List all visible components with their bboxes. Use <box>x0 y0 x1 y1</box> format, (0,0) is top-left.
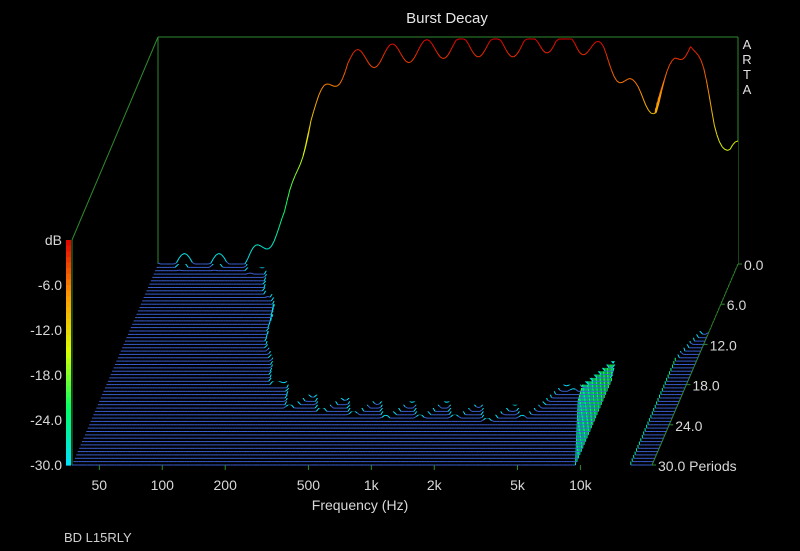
slice-segment <box>356 412 361 416</box>
slice-segment <box>413 407 418 412</box>
slice-segment <box>308 394 312 398</box>
slice-segment <box>413 416 417 419</box>
slice-segment <box>518 414 523 418</box>
slice-segment <box>341 398 345 401</box>
slice-segment <box>579 385 583 455</box>
slice-segment <box>580 380 585 452</box>
slice-segment <box>508 410 512 412</box>
slice-segment <box>379 416 383 419</box>
slice-segment <box>505 407 510 412</box>
waterfall-slices <box>72 38 739 466</box>
slice-segment <box>323 407 328 412</box>
slice-segment <box>367 405 371 409</box>
slice-segment <box>447 416 451 419</box>
slice-segment <box>314 404 319 409</box>
slice-segment <box>411 401 415 403</box>
slice-segment <box>393 411 398 416</box>
slice-segment <box>458 415 462 419</box>
slice-segment <box>386 415 391 419</box>
slice-segment <box>512 404 516 406</box>
slice-segment <box>501 413 506 416</box>
slice-segment <box>479 409 483 412</box>
slice-segment <box>447 407 452 412</box>
slice-segment <box>404 406 408 409</box>
slice-segment <box>521 414 525 417</box>
slice-segment <box>313 394 318 398</box>
slice-segment <box>515 412 519 416</box>
slice-segment <box>547 399 551 402</box>
slice-segment <box>379 407 383 412</box>
slice-segment <box>297 401 302 406</box>
slice-segment <box>538 405 543 409</box>
slice-segment <box>480 419 484 422</box>
slice-segment <box>438 405 443 409</box>
slice-segment <box>478 405 482 409</box>
slice-segment <box>542 401 547 406</box>
slice-segment <box>378 406 382 409</box>
slice-segment <box>285 388 289 392</box>
slice-segment <box>313 402 317 406</box>
slice-segment <box>534 409 539 412</box>
slice-segment <box>412 405 416 409</box>
slice-segment <box>513 410 517 412</box>
slice-segment <box>530 413 534 416</box>
slice-segment <box>421 414 425 418</box>
slice-segment <box>468 408 473 412</box>
slice-segment <box>377 403 381 406</box>
slice-segment <box>488 417 492 421</box>
slice-segment <box>427 411 432 416</box>
slice-segment <box>475 406 479 409</box>
slice-segment <box>495 414 499 419</box>
slice-segment <box>455 414 459 417</box>
slice-segment <box>446 405 450 409</box>
slice-segment <box>291 404 295 409</box>
slice-segment <box>344 399 348 401</box>
slice-segment <box>346 405 350 409</box>
slice-segment <box>491 420 495 422</box>
frame-left-top <box>71 36 159 241</box>
slice-segment <box>283 399 287 402</box>
slice-segment <box>283 405 287 409</box>
slice-segment <box>576 395 581 462</box>
slice-segment <box>450 414 454 418</box>
slice-segment <box>424 416 428 419</box>
slice-segment <box>479 416 483 419</box>
slice-segment <box>381 414 386 418</box>
slice-segment <box>348 410 353 415</box>
slice-segment <box>330 405 334 409</box>
slice-segment <box>516 416 520 419</box>
slice-segment <box>416 414 420 417</box>
slice-segment <box>480 410 485 416</box>
slice-segment <box>345 403 349 406</box>
slice-segment <box>346 413 350 416</box>
slice-segment <box>316 407 320 412</box>
slice-segment <box>524 415 528 419</box>
slice-segment <box>374 403 378 406</box>
slice-segment <box>412 413 416 416</box>
